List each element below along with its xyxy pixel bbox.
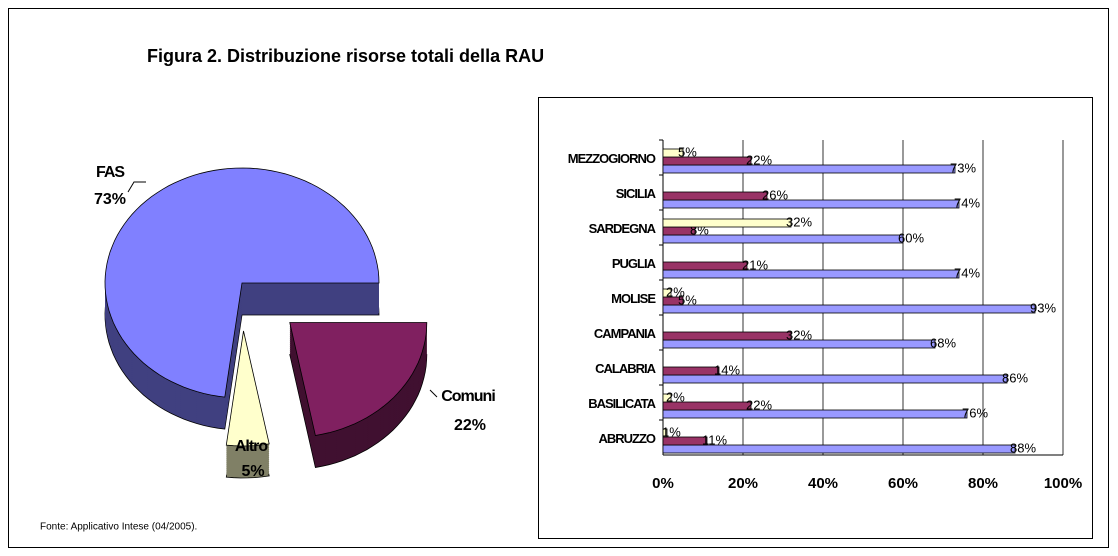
value-label: 22% [746,152,772,167]
value-label: 5% [678,292,697,307]
bar [662,428,668,438]
value-label: 14% [714,362,740,377]
value-label: 93% [1030,300,1056,315]
y-tick-label: CALABRIA [595,361,656,376]
leader-line [127,181,146,193]
value-label: 32% [786,214,812,229]
source-note: Fonte: Applicativo Intese (04/2005). [40,522,197,533]
y-tick-label: SICILIA [616,186,657,201]
y-tick-label: PUGLIA [612,256,657,271]
value-label: 22% [746,397,772,412]
bar [662,296,684,306]
pie-slice [289,322,428,436]
pie-slice [104,167,380,398]
value-label: 86% [1002,370,1028,385]
pie-label: FAS [96,164,125,181]
pie-label: Altro [235,438,269,455]
value-label: 11% [702,432,727,447]
value-label: 2% [666,284,685,299]
value-label: 32% [786,327,812,342]
bar [662,444,1016,454]
bar [662,218,792,228]
y-tick-label: BASILICATA [588,396,656,411]
value-label: 74% [954,195,980,210]
value-label: 76% [962,405,988,420]
x-tick-label: 100% [1044,475,1082,492]
pie-slice [225,330,270,447]
x-tick-label: 60% [888,475,918,492]
value-label: 74% [954,265,980,280]
value-label: 60% [898,230,924,245]
x-tick-label: 80% [968,475,998,492]
figure-title: Figura 2. Distribuzione risorse totali d… [147,46,544,66]
bar [662,331,792,341]
value-label: 88% [1010,440,1036,455]
bar [662,339,936,349]
pie-label: Comuni [441,388,495,405]
bar [662,366,720,376]
bar [662,409,968,419]
value-label: 73% [950,160,976,175]
value-label: 26% [762,187,788,202]
bar [662,393,672,403]
bar [662,436,708,446]
pie-value-label: 5% [241,463,264,480]
bar [662,374,1008,384]
bar [662,148,684,158]
y-tick-label: SARDEGNA [589,221,657,236]
pie-value-label: 73% [94,191,126,208]
bar [662,199,960,209]
bar [662,269,960,279]
y-tick-label: CAMPANIA [594,326,657,341]
y-tick-label: ABRUZZO [598,431,655,446]
value-label: 1% [662,424,681,439]
pie-value-label: 22% [454,417,486,434]
bar [662,156,752,166]
value-label: 5% [678,144,697,159]
bar [662,261,748,271]
leader-line [429,389,438,398]
bar [662,401,752,411]
value-label: 21% [742,257,768,272]
x-tick-label: 40% [808,475,838,492]
value-label: 2% [666,389,685,404]
bar [662,234,904,244]
x-tick-label: 0% [652,475,674,492]
value-label: 68% [930,335,956,350]
bar [662,288,672,298]
bar [662,164,956,174]
x-tick-label: 20% [728,475,758,492]
y-tick-label: MOLISE [611,291,656,306]
y-tick-label: MEZZOGIORNO [568,151,656,166]
bar [662,191,768,201]
bar [662,304,1036,314]
